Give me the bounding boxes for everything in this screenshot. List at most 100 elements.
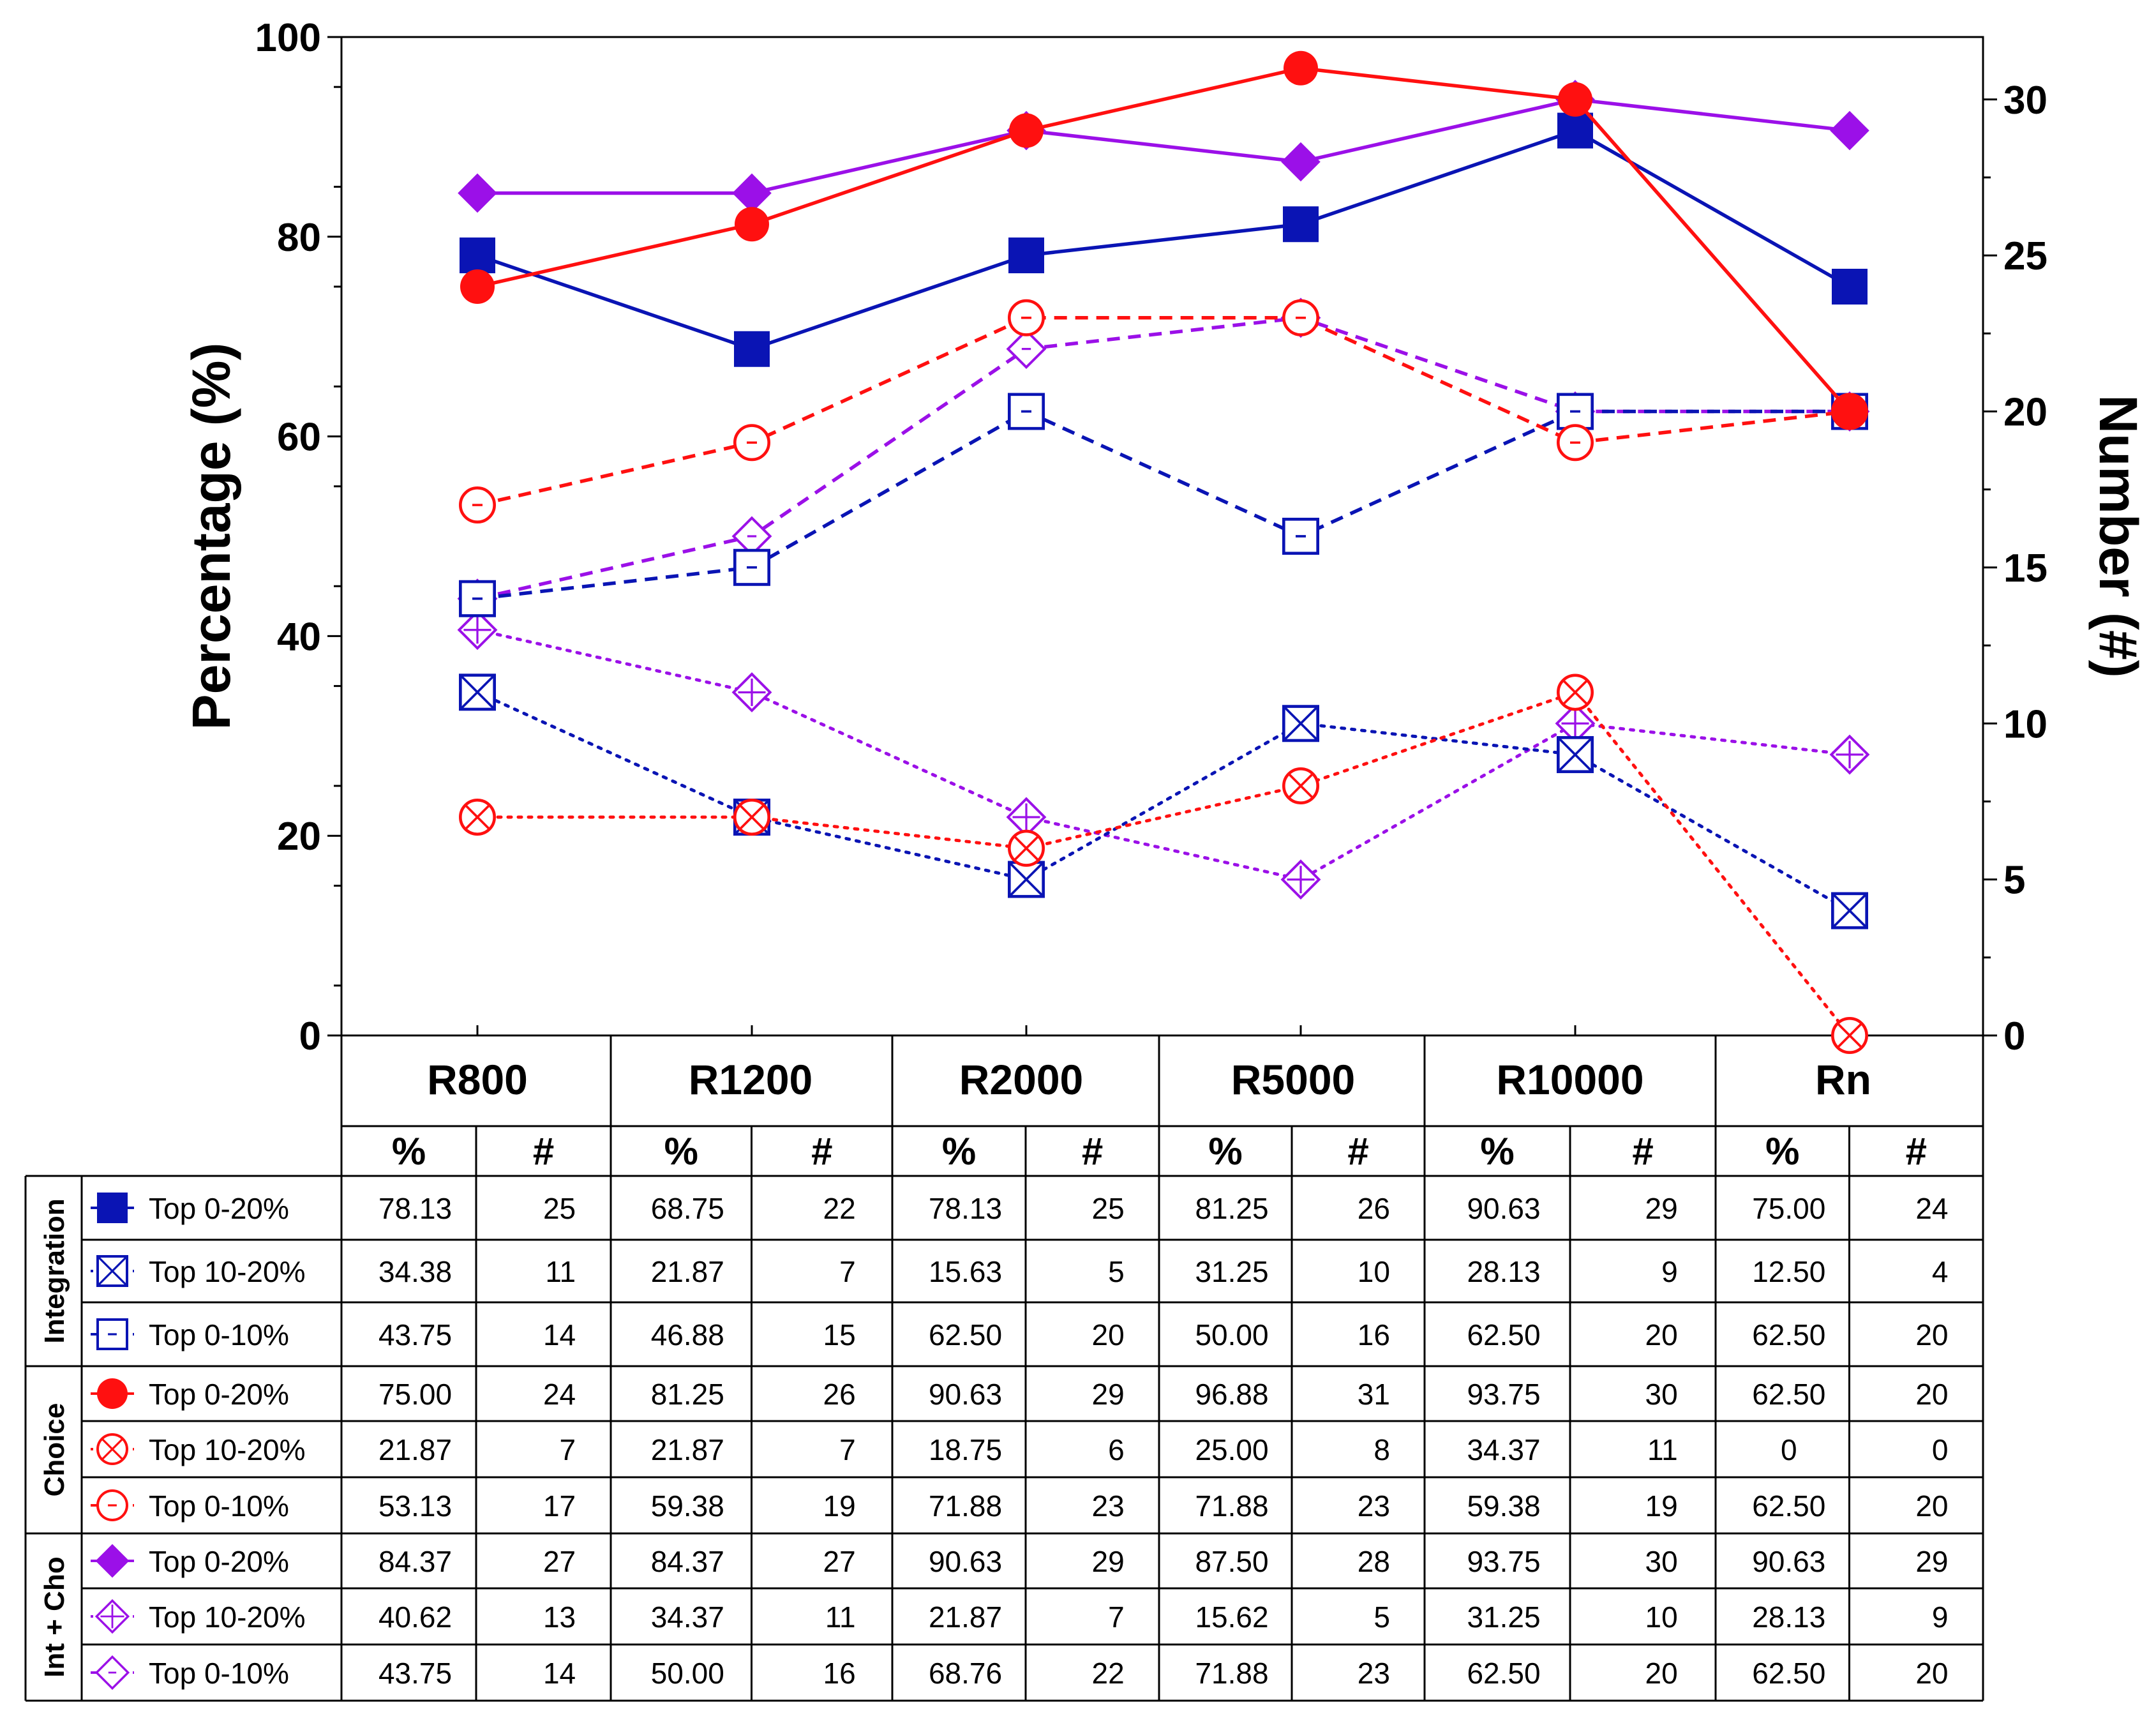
row-label: Top 0-10% [149, 1489, 289, 1523]
marker-shape [1009, 113, 1044, 148]
series-int-cho-top-0-10- [457, 297, 1870, 619]
pct-value: 84.37 [651, 1545, 724, 1578]
pct-value: 34.37 [651, 1600, 724, 1634]
pct-value: 28.13 [1752, 1600, 1825, 1634]
num-value: 15 [823, 1318, 855, 1351]
num-value: 16 [1358, 1318, 1390, 1351]
num-subheader: # [533, 1130, 554, 1173]
series-line [477, 128, 1851, 351]
num-value: 20 [1915, 1378, 1948, 1411]
num-value: 25 [1091, 1192, 1124, 1225]
row-label: Top 10-20% [149, 1600, 306, 1634]
data-point [733, 424, 770, 462]
legend-marker [96, 1255, 128, 1287]
num-value: 23 [1358, 1657, 1390, 1690]
num-value: 10 [1645, 1600, 1678, 1634]
pct-value: 21.87 [651, 1255, 724, 1288]
data-point [460, 269, 495, 304]
y-tick-label: 100 [255, 16, 321, 60]
marker-shape [734, 331, 770, 367]
series-choice-top-10-20- [459, 674, 1869, 1054]
num-value: 22 [1091, 1657, 1124, 1690]
table-row: Top 0-20% 78.13 68.75 78.13 81.25 90.63 75.00 2… [91, 1192, 1949, 1225]
y-tick-label: 20 [277, 815, 321, 859]
marker-line [1558, 737, 1592, 772]
table-row: Top 0-20% 75.00 81.25 90.63 96.88 93.75 62.50 2… [91, 1378, 1949, 1411]
pct-value: 81.25 [651, 1378, 724, 1411]
group-label: Integration [39, 1198, 70, 1343]
row-label: Top 0-20% [149, 1378, 289, 1411]
marker-line [1562, 679, 1588, 705]
num-value: 26 [1358, 1192, 1390, 1225]
pct-value: 59.38 [651, 1489, 724, 1523]
y2-tick-label: 20 [2003, 391, 2047, 435]
row-label: Top 0-20% [149, 1545, 289, 1578]
data-point [1557, 736, 1594, 774]
data-point [460, 237, 495, 274]
num-value: 19 [1645, 1489, 1678, 1523]
pct-value: 71.88 [1195, 1489, 1268, 1523]
legend-marker [94, 1599, 130, 1634]
group-label: Int + Cho [39, 1556, 70, 1677]
y2-tick-label: 10 [2003, 702, 2047, 746]
series-line [477, 97, 1850, 195]
num-value: 28 [1358, 1545, 1390, 1578]
legend-marker [96, 1433, 128, 1465]
legend-marker [97, 1378, 128, 1409]
marker-shape [95, 1544, 130, 1578]
data-point [1557, 393, 1594, 430]
num-value: 17 [543, 1489, 576, 1523]
marker-line [1837, 1023, 1862, 1048]
pct-value: 71.88 [1195, 1657, 1268, 1690]
num-value: 20 [1915, 1318, 1948, 1351]
series-line [477, 409, 1850, 601]
num-value: 6 [1108, 1433, 1125, 1466]
num-value: 0 [1932, 1433, 1949, 1466]
table-row: Top 0-10% 43.75 46.88 62.50 50.00 62.50 62.50 1… [91, 1318, 1949, 1351]
pct-value: 31.25 [1195, 1255, 1268, 1288]
num-value: 19 [823, 1489, 855, 1523]
num-value: 13 [543, 1600, 576, 1634]
pct-value: 43.75 [378, 1657, 452, 1690]
pct-value: 15.63 [929, 1255, 1002, 1288]
data-point [1007, 861, 1045, 898]
data-point [1282, 299, 1319, 336]
data-point [1557, 674, 1594, 711]
data-point [1281, 142, 1321, 182]
data-point [1007, 393, 1045, 430]
data-point [731, 672, 772, 712]
pct-subheader: % [942, 1130, 976, 1173]
y-axis-title: Percentage (%) [181, 343, 241, 730]
marker-shape [97, 1193, 128, 1223]
pct-value: 68.76 [929, 1657, 1002, 1690]
num-value: 11 [545, 1255, 576, 1288]
num-value: 14 [543, 1318, 576, 1351]
marker-shape [460, 237, 495, 274]
marker-line [98, 1256, 127, 1286]
pct-value: 71.88 [929, 1489, 1002, 1523]
pct-value: 90.63 [1752, 1545, 1825, 1578]
marker-shape [1557, 112, 1593, 149]
pct-value: 90.63 [929, 1545, 1002, 1578]
pct-value: 0 [1781, 1433, 1797, 1466]
pct-value: 28.13 [1467, 1255, 1540, 1288]
pct-value: 75.00 [378, 1378, 452, 1411]
data-point [1009, 113, 1044, 148]
series-integration-top-0-20- [460, 112, 1868, 367]
marker-line [1009, 862, 1044, 897]
pct-value: 59.38 [1467, 1489, 1540, 1523]
pct-value: 34.37 [1467, 1433, 1540, 1466]
pct-value: 93.75 [1467, 1545, 1540, 1578]
num-subheader: # [811, 1130, 832, 1173]
marker-line [1288, 773, 1314, 799]
marker-line [1014, 835, 1039, 861]
marker-shape [460, 269, 495, 304]
num-value: 4 [1932, 1255, 1949, 1288]
marker-shape [1284, 50, 1318, 86]
pct-value: 62.50 [1467, 1318, 1540, 1351]
category-label: R2000 [959, 1056, 1084, 1103]
pct-value: 18.75 [929, 1433, 1002, 1466]
marker-shape [1283, 206, 1319, 243]
data-point [457, 610, 498, 651]
